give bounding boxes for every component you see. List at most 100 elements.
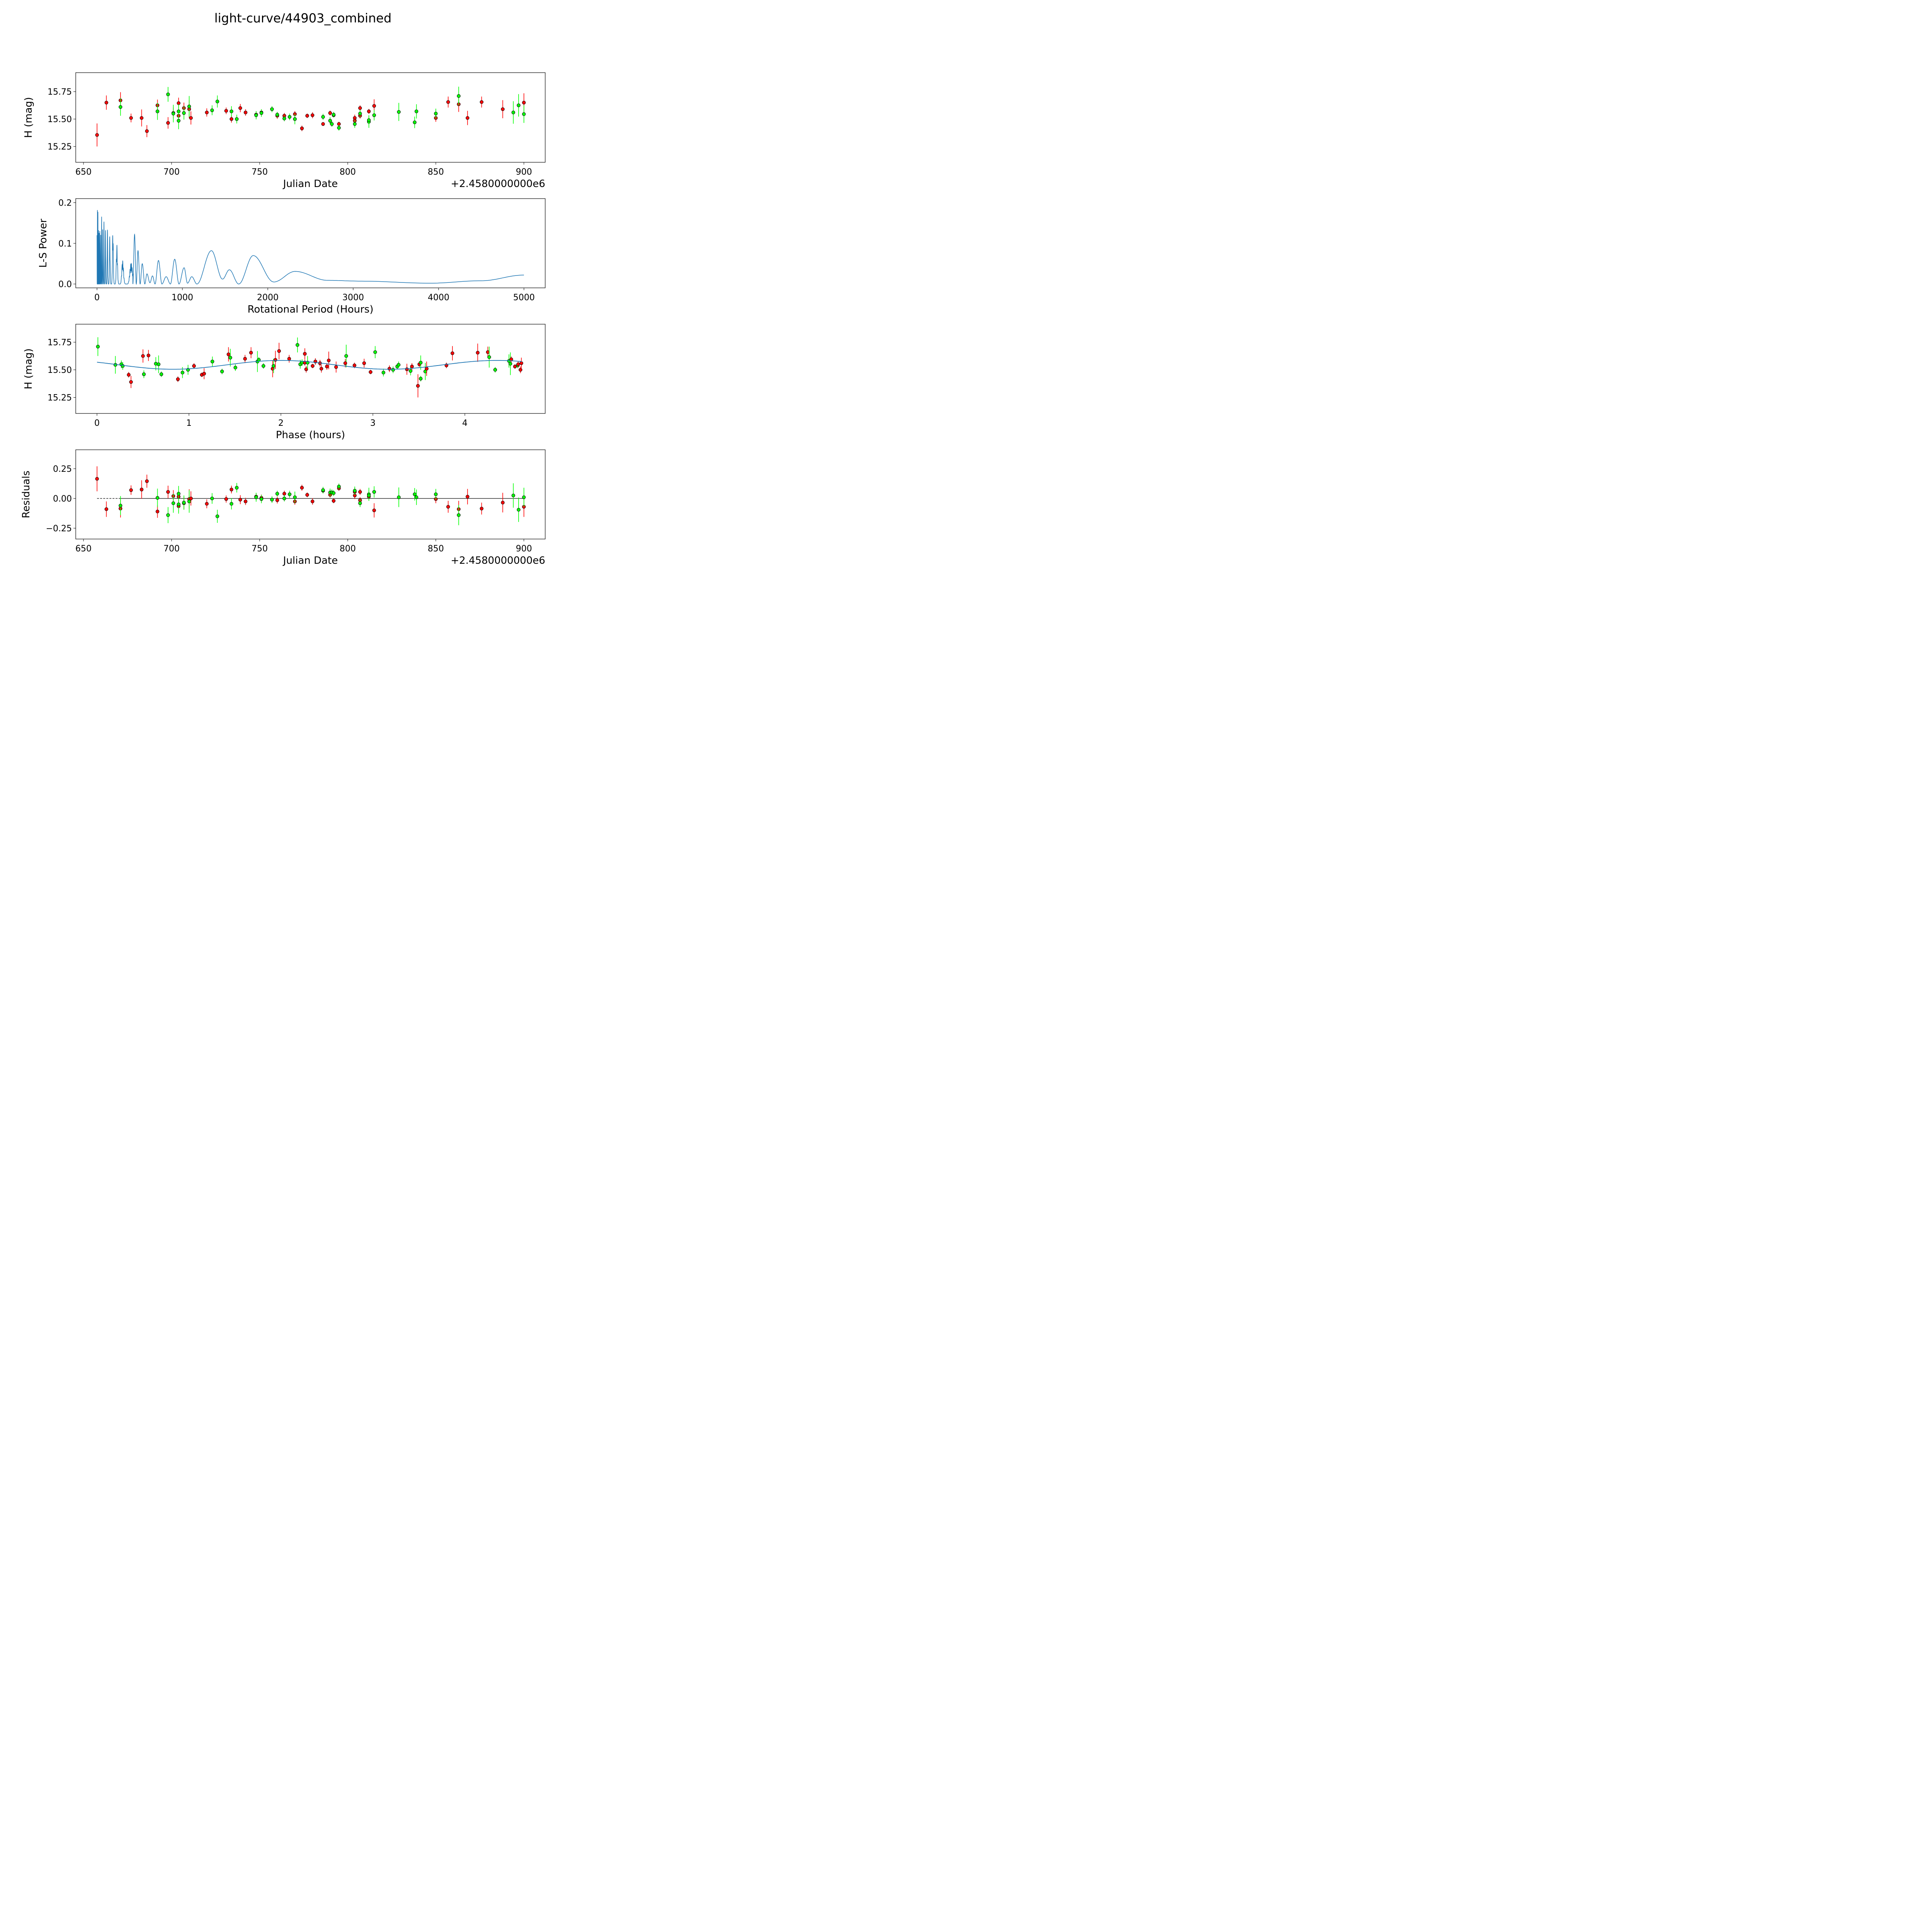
red-data-point (129, 380, 133, 384)
green-data-point (235, 486, 239, 490)
red-data-point (321, 122, 325, 126)
green-data-point (321, 115, 325, 119)
red-data-point (303, 352, 307, 356)
red-data-point (446, 100, 450, 104)
green-data-point (293, 117, 297, 121)
green-data-point (373, 350, 377, 354)
green-data-point (262, 364, 265, 368)
green-data-point (177, 492, 180, 496)
red-data-point (305, 493, 309, 497)
y-axis-label: H (mag) (23, 97, 34, 138)
model-curve (97, 360, 522, 370)
x-tick-label: 900 (516, 167, 532, 177)
x-tick-label: 0 (94, 293, 100, 303)
y-tick-label: 15.50 (48, 366, 72, 375)
green-data-point (493, 368, 497, 372)
green-data-point (457, 94, 461, 98)
green-data-point (155, 109, 160, 113)
periodogram-panel: 0 1000 2000 3000 4000 5000 0.0 0.1 0.2 Rotational… (37, 198, 546, 315)
green-data-point (228, 355, 232, 360)
green-data-point (275, 113, 279, 117)
green-data-point (396, 363, 401, 367)
x-offset-label: +2.4580000000e6 (451, 555, 545, 566)
red-data-point (300, 126, 304, 130)
green-data-point (171, 112, 175, 116)
x-axis-label: Julian Date (282, 555, 338, 566)
red-data-point (205, 111, 209, 114)
green-data-point (187, 104, 191, 109)
green-data-point (215, 99, 219, 104)
green-data-point (358, 501, 362, 505)
x-tick-label: 900 (516, 544, 532, 554)
green-data-point (119, 503, 122, 508)
green-data-point (230, 109, 233, 113)
green-data-point (419, 377, 423, 381)
x-tick-label: 2000 (257, 293, 279, 303)
red-data-point (226, 352, 231, 356)
red-data-point (358, 490, 362, 494)
red-data-point (334, 365, 338, 369)
residuals-panel: 650 700 750 800 850 900 −0.25 0.00 0.25 Julian Da… (20, 449, 546, 566)
plot-area (97, 210, 524, 285)
red-data-point (501, 107, 505, 111)
green-data-point (119, 105, 122, 109)
x-tick-label: 650 (75, 167, 92, 177)
red-data-point (352, 363, 357, 367)
x-tick-label: 2 (278, 418, 284, 428)
green-data-point (372, 490, 376, 494)
green-data-point (171, 501, 175, 505)
ls-power-curve (97, 210, 524, 285)
green-data-point (287, 492, 292, 496)
red-data-point (139, 488, 144, 492)
red-data-point (189, 497, 193, 500)
green-data-point (166, 513, 170, 517)
green-data-point (397, 495, 401, 499)
x-axis-label: Phase (hours) (276, 429, 345, 441)
red-data-point (224, 497, 228, 501)
y-axis-label: L-S Power (37, 219, 49, 268)
red-data-point (516, 362, 520, 366)
green-data-point (177, 119, 180, 123)
red-data-point (367, 109, 371, 113)
y-tick-label: 0.2 (58, 199, 72, 208)
green-data-point (270, 107, 274, 111)
red-data-point (343, 361, 347, 365)
green-data-point (367, 493, 371, 497)
y-tick-label: 15.25 (48, 142, 72, 152)
red-data-point (410, 364, 414, 369)
x-tick-label: 850 (428, 167, 444, 177)
green-data-point (121, 364, 125, 368)
red-data-point (311, 113, 315, 117)
red-data-point (166, 121, 170, 125)
red-data-point (405, 367, 409, 371)
phase-folded-panel: 0 1 2 3 4 15.25 15.50 15.75 Phase (hours) H (mag) (23, 324, 546, 441)
red-data-point (129, 116, 133, 120)
red-data-point (189, 116, 193, 120)
green-data-point (254, 113, 258, 117)
red-data-point (451, 351, 454, 355)
red-data-point (480, 100, 484, 104)
red-data-point (328, 111, 332, 115)
axes-frame (75, 198, 546, 288)
red-data-point (243, 499, 248, 503)
axes-frame (75, 72, 546, 163)
red-data-point (243, 357, 247, 361)
red-data-point (95, 133, 99, 137)
red-data-point (104, 507, 109, 511)
y-axis-label: H (mag) (23, 349, 34, 389)
red-data-point (141, 354, 145, 358)
red-data-point (519, 361, 524, 365)
red-data-point (277, 349, 281, 353)
red-data-point (104, 100, 109, 105)
green-data-point (434, 492, 438, 496)
green-data-point (275, 492, 279, 496)
red-data-point (300, 486, 304, 490)
red-data-point (145, 129, 149, 133)
x-tick-label: 1 (186, 418, 192, 428)
green-data-point (270, 498, 274, 502)
red-data-point (146, 354, 150, 357)
green-data-point (509, 362, 512, 366)
x-tick-label: 800 (340, 167, 356, 177)
red-data-point (332, 499, 336, 503)
green-data-point (517, 508, 520, 512)
